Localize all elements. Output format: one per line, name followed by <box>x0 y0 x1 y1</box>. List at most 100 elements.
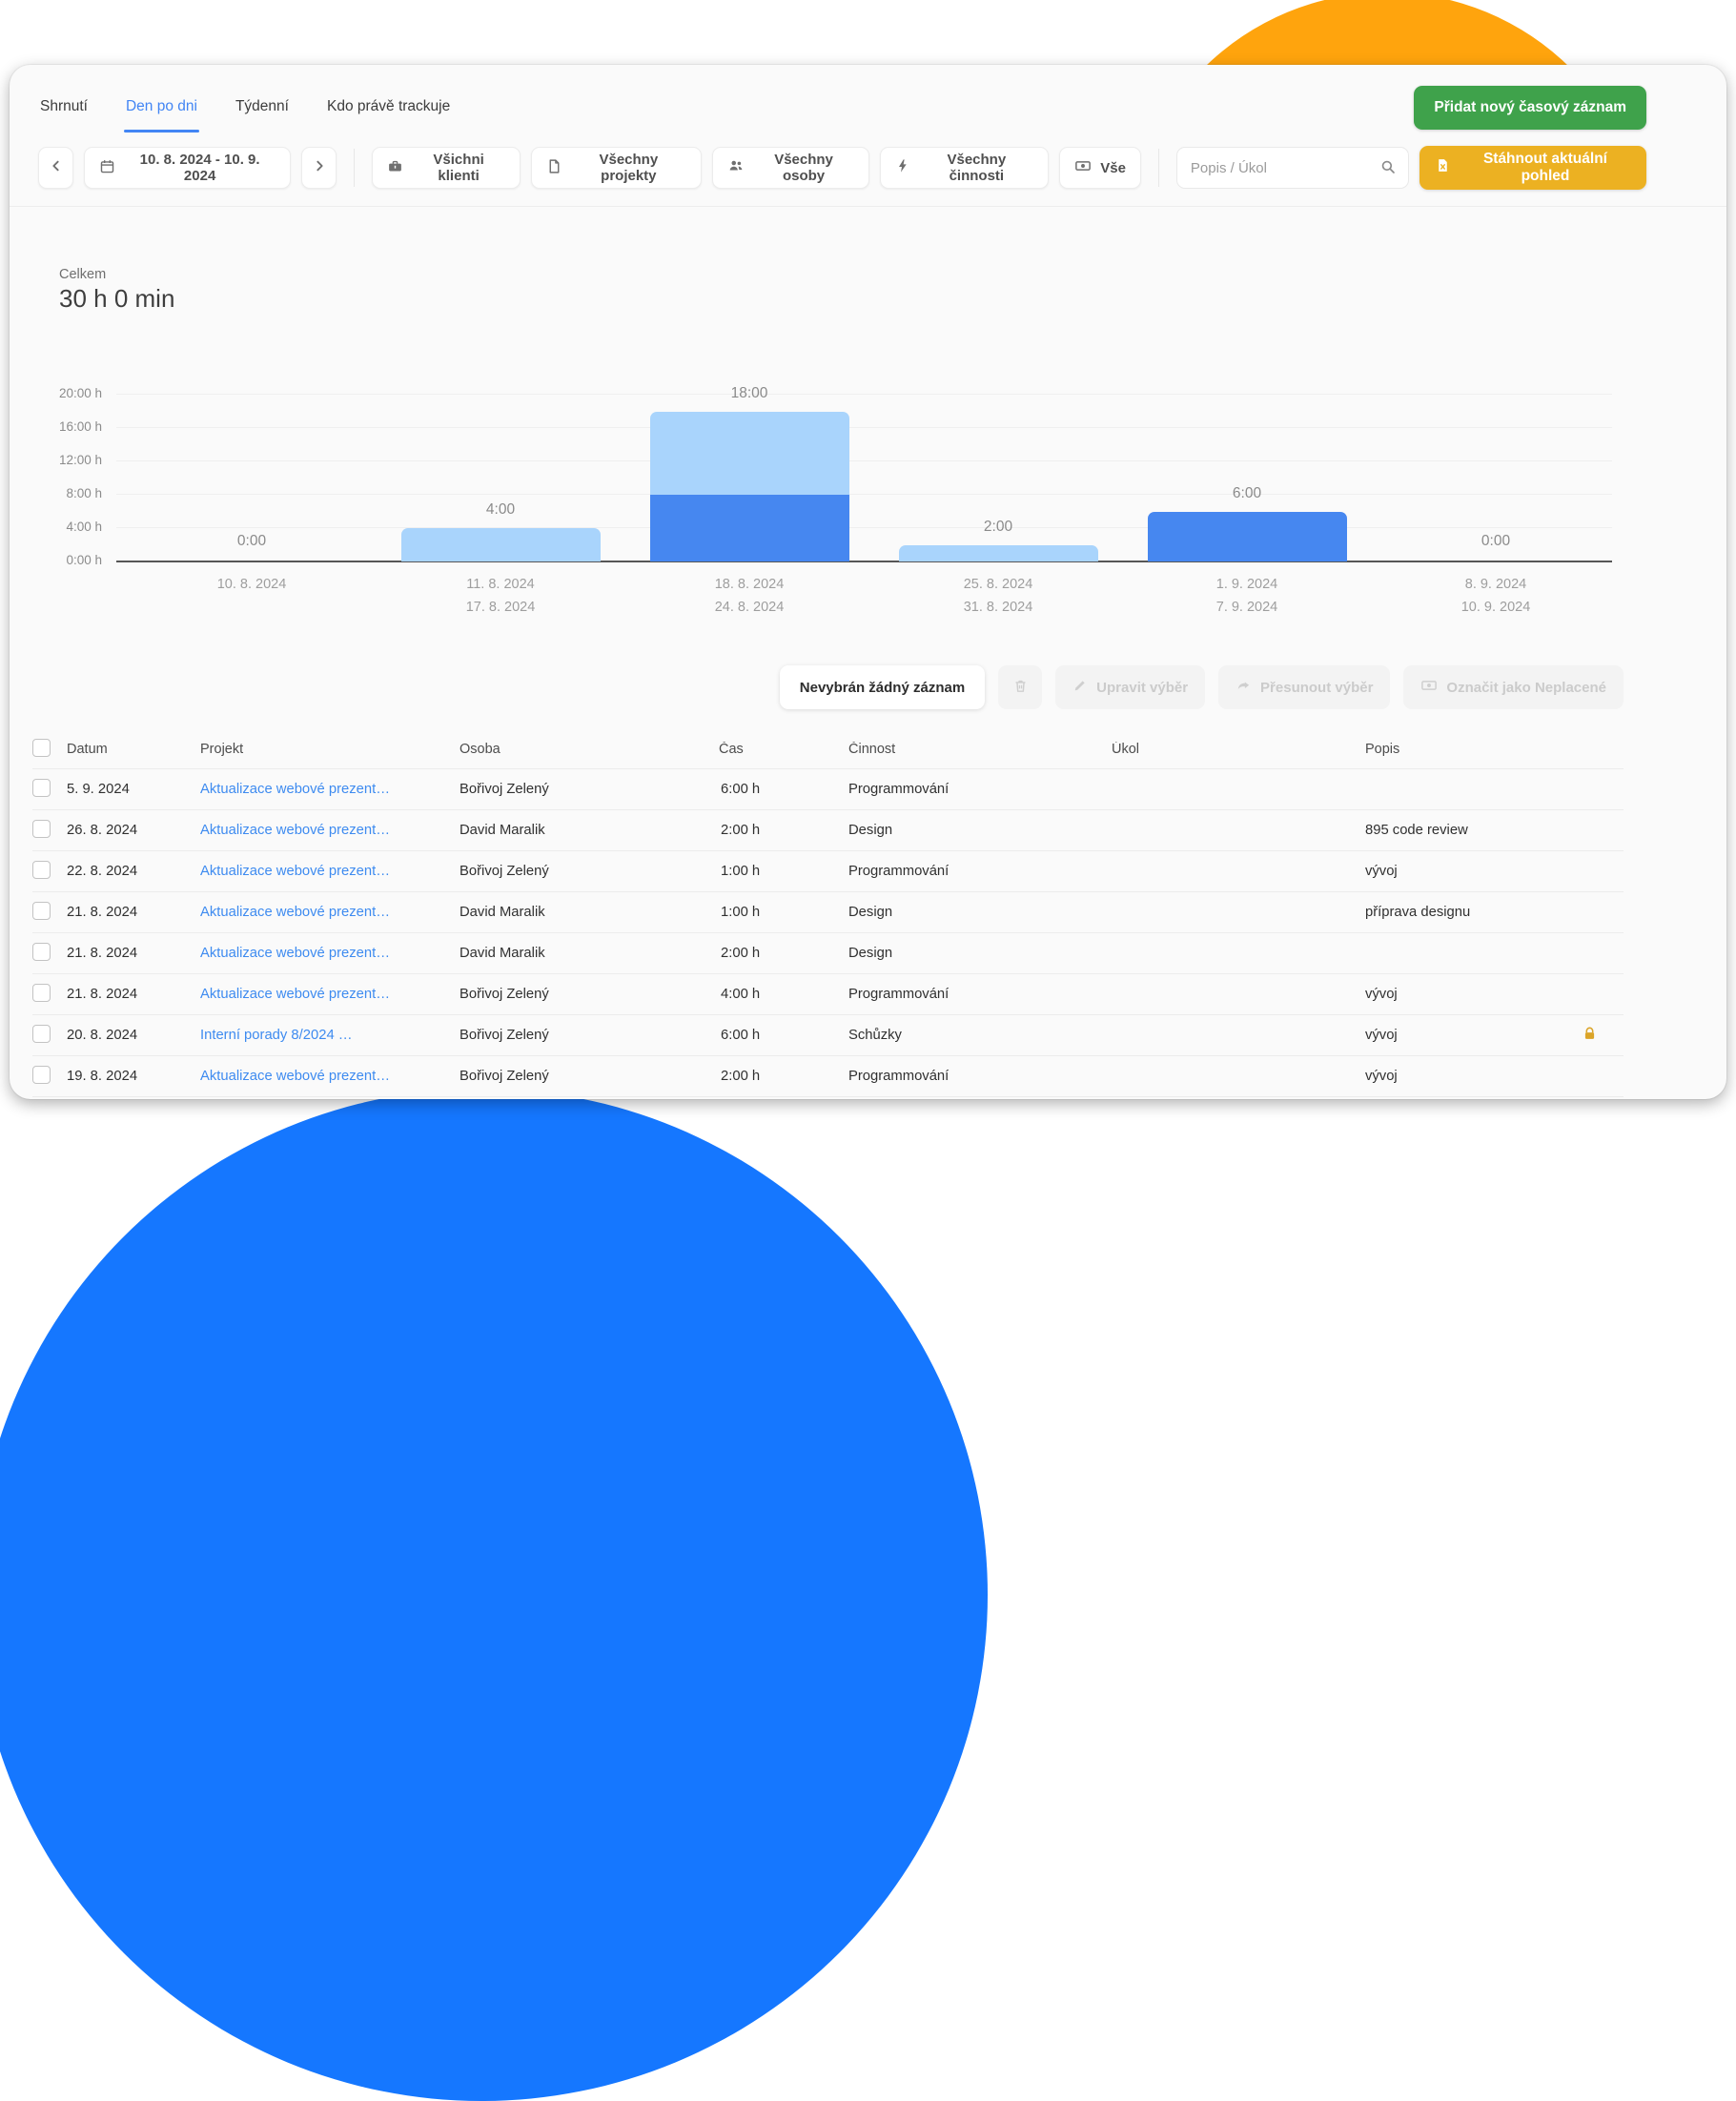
project-link[interactable]: Aktualizace webové prezent… <box>200 864 391 879</box>
project-link[interactable]: Aktualizace webové prezent… <box>200 905 391 920</box>
cell-description: vývoj <box>1365 1028 1398 1043</box>
mark-unpaid-button[interactable]: Označit jako Neplacené <box>1403 665 1624 709</box>
cell-activity: Programmování <box>848 987 950 1002</box>
spreadsheet-icon <box>1435 157 1451 178</box>
cell-date: 19. 8. 2024 <box>67 1069 138 1084</box>
divider <box>10 206 1726 207</box>
row-checkbox[interactable] <box>32 778 51 797</box>
activities-filter-button[interactable]: Všechny činnosti <box>880 147 1050 189</box>
x-axis-date-label: 10. 9. 2024 <box>1460 600 1531 615</box>
row-checkbox[interactable] <box>32 860 51 879</box>
tab-shrnuti[interactable]: Shrnutí <box>40 98 88 114</box>
cell-person: Bořivoj Zelený <box>460 1028 549 1043</box>
cell-description: vývoj <box>1365 987 1398 1002</box>
column-header-popis: Popis <box>1365 742 1400 757</box>
search-icon <box>1379 158 1397 180</box>
bar-segment-tracked-light-blue[interactable] <box>898 544 1098 561</box>
table-row: 21. 8. 2024 Aktualizace webové prezent… Da… <box>32 892 1624 933</box>
move-arrow-icon <box>1236 678 1252 698</box>
total-summary: Celkem 30 h 0 min <box>59 267 174 314</box>
next-period-button[interactable] <box>301 147 337 189</box>
cell-time: 2:00 h <box>719 1069 760 1084</box>
select-all-checkbox[interactable] <box>32 738 51 757</box>
table-row: 21. 8. 2024 Aktualizace webové prezent… Da… <box>32 933 1624 974</box>
cell-person: Bořivoj Zelený <box>460 864 549 879</box>
y-axis-tick-label: 16:00 h <box>58 419 102 434</box>
y-axis-tick-label: 12:00 h <box>58 453 102 467</box>
project-link[interactable]: Aktualizace webové prezent… <box>200 1069 391 1084</box>
bar-segment-tracked-light-blue[interactable] <box>649 412 849 496</box>
clients-filter-button[interactable]: Všichni klienti <box>372 147 521 189</box>
briefcase-icon <box>387 158 403 178</box>
project-link[interactable]: Aktualizace webové prezent… <box>200 782 391 797</box>
bar-segment-tracked-dark-blue[interactable] <box>649 495 849 561</box>
cell-date: 26. 8. 2024 <box>67 823 138 838</box>
pencil-icon <box>1072 678 1088 697</box>
projects-filter-button[interactable]: Všechny projekty <box>531 147 702 189</box>
cell-activity: Programmování <box>848 782 950 797</box>
download-view-label: Stáhnout aktuální pohled <box>1482 151 1607 184</box>
tab-kdo-prave-trackuje[interactable]: Kdo právě trackuje <box>326 98 451 114</box>
edit-selection-button[interactable]: Upravit výběr <box>1055 665 1206 709</box>
cell-time: 1:00 h <box>719 905 760 920</box>
row-checkbox[interactable] <box>32 942 51 961</box>
date-range-button[interactable]: 10. 8. 2024 - 10. 9. 2024 <box>84 147 292 189</box>
x-axis-date-label: 17. 8. 2024 <box>465 600 536 615</box>
add-entry-button[interactable]: Přidat nový časový záznam <box>1414 86 1646 130</box>
cell-description: vývoj <box>1365 1069 1398 1084</box>
tab-tydenni[interactable]: Týdenní <box>235 98 289 114</box>
cell-date: 21. 8. 2024 <box>67 905 138 920</box>
table-header: Datum Projekt Osoba Čas Činnost Úkol Popis <box>32 730 1624 769</box>
bar-segment-tracked-light-blue[interactable] <box>400 528 601 561</box>
x-axis-date-label: 31. 8. 2024 <box>963 600 1033 615</box>
people-filter-button[interactable]: Všechny osoby <box>711 147 870 189</box>
chevron-left-icon <box>49 158 64 177</box>
cell-date: 21. 8. 2024 <box>67 946 138 961</box>
x-axis-date-label: 25. 8. 2024 <box>963 577 1033 592</box>
payment-filter-button[interactable]: Vše <box>1059 147 1141 189</box>
table-row: 21. 8. 2024 Aktualizace webové prezent… Bo… <box>32 974 1624 1015</box>
project-link[interactable]: Aktualizace webové prezent… <box>200 823 391 838</box>
lock-icon <box>1582 1026 1598 1046</box>
download-view-button[interactable]: Stáhnout aktuální pohled <box>1419 146 1647 190</box>
move-selection-button[interactable]: Přesunout výběr <box>1218 665 1391 709</box>
selection-status: Nevybrán žádný záznam <box>779 665 986 709</box>
row-checkbox[interactable] <box>32 819 51 838</box>
y-axis-tick-label: 20:00 h <box>58 386 102 400</box>
project-link[interactable]: Aktualizace webové prezent… <box>200 987 391 1002</box>
bar-segment-tracked-dark-blue[interactable] <box>1147 511 1347 561</box>
row-checkbox[interactable] <box>32 1024 51 1043</box>
trash-icon <box>1012 678 1029 698</box>
file-icon <box>546 158 562 178</box>
row-checkbox[interactable] <box>32 901 51 920</box>
column-header-projekt: Projekt <box>200 742 244 757</box>
table-body: 5. 9. 2024 Aktualizace webové prezent… Boř… <box>32 769 1624 1097</box>
search-input[interactable] <box>1175 147 1409 189</box>
cell-activity: Programmování <box>848 864 950 879</box>
cell-description: vývoj <box>1365 864 1398 879</box>
bar-value-label: 2:00 <box>983 518 1013 535</box>
project-link[interactable]: Aktualizace webové prezent… <box>200 946 391 961</box>
table-row: 5. 9. 2024 Aktualizace webové prezent… Boř… <box>32 769 1624 810</box>
project-link[interactable]: Interní porady 8/2024 … <box>200 1028 353 1043</box>
cell-activity: Design <box>848 946 893 961</box>
payment-filter-label: Vše <box>1100 159 1126 176</box>
delete-selection-button[interactable] <box>998 665 1043 709</box>
table-row: 26. 8. 2024 Aktualizace webové prezent… Da… <box>32 810 1624 851</box>
search-box <box>1175 147 1409 189</box>
cell-activity: Schůzky <box>848 1028 902 1043</box>
prev-period-button[interactable] <box>38 147 74 189</box>
column-header-cas: Čas <box>719 742 744 757</box>
tab-den-po-dni[interactable]: Den po dni <box>123 79 199 136</box>
cell-person: David Maralik <box>460 823 545 838</box>
header-bar: Shrnutí Den po dni Týdenní Kdo právě tracku… <box>38 78 1646 137</box>
move-selection-label: Přesunout výběr <box>1260 679 1374 696</box>
edit-selection-label: Upravit výběr <box>1096 679 1189 696</box>
cell-lock <box>1582 1026 1624 1046</box>
cell-date: 20. 8. 2024 <box>67 1028 138 1043</box>
gridline <box>116 394 1612 395</box>
row-checkbox[interactable] <box>32 983 51 1002</box>
row-checkbox[interactable] <box>32 1065 51 1084</box>
x-axis-date-label: 1. 9. 2024 <box>1215 577 1278 592</box>
cell-description: příprava designu <box>1365 905 1471 920</box>
